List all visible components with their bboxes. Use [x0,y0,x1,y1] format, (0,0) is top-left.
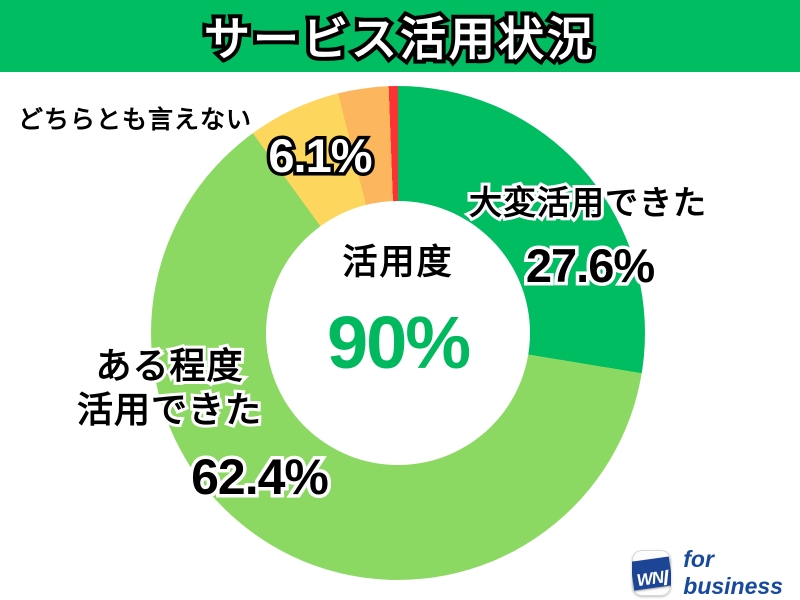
brand-logo: WN for business [632,546,800,600]
segment-value-somewhat-useful: 62.4% 62.4% [188,446,333,509]
wni-logo-mark: WN [632,555,672,591]
wni-logo-icon: WN [632,550,672,596]
segment-value-neutral: 6.1% 6.1% [265,126,376,186]
segment-label-very-useful: 大変活用できた 大変活用できた [466,181,709,224]
center-label: 活用度 [342,243,454,282]
segment-label-neutral: どちらとも言えない [18,106,253,134]
logo-text: for business [683,546,783,599]
wni-logo-slash-icon [664,569,669,585]
title-bar: サービス活用状況 サービス活用状況 [0,0,800,72]
segment-label-somewhat-useful: ある程度 活用できた ある程度 活用できた [74,342,264,433]
segment-value-very-useful: 27.6% 27.6% [522,236,658,296]
center-value: 90% [326,301,471,384]
page-title: サービス活用状況 サービス活用状況 [200,9,597,69]
wni-logo-letters: WN [635,567,665,590]
donut-hole [266,201,530,465]
